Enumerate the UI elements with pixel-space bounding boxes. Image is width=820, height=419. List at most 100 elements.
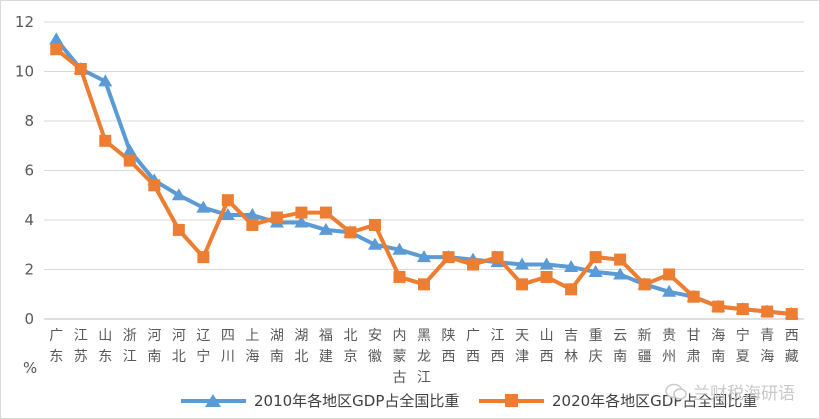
- watermark-text: 兰财税海研语: [693, 384, 795, 404]
- x-tick-label: 云南: [613, 328, 627, 365]
- data-point: [417, 250, 431, 263]
- x-tick-label: 湖北: [294, 328, 308, 365]
- data-point: [368, 218, 381, 231]
- data-point: [49, 32, 64, 45]
- x-tick-label: 湖南: [270, 328, 284, 365]
- data-point: [74, 63, 87, 76]
- series-layer: [49, 32, 799, 321]
- x-tick-label: 上海: [245, 328, 259, 365]
- x-tick-label: 山西: [540, 328, 554, 365]
- y-tick-label: 8: [24, 112, 34, 130]
- x-tick-label: 广东: [49, 328, 63, 365]
- x-tick-label: 江西: [491, 328, 505, 365]
- x-tick-label: 青海: [760, 328, 774, 365]
- data-point: [50, 43, 63, 56]
- y-axis-unit-label: %: [23, 359, 37, 377]
- data-point: [245, 208, 260, 221]
- y-tick-label: 12: [15, 13, 34, 31]
- gridlines: [44, 21, 804, 320]
- legend-label-2020: 2020年各地区GDP占全国比重: [552, 392, 757, 410]
- data-point: [294, 215, 309, 228]
- x-tick-label: 安徽: [368, 328, 382, 365]
- wechat-icon: [665, 383, 687, 400]
- legend-marker-2010: [205, 394, 221, 407]
- series-2020: [50, 43, 798, 321]
- legend-item-2010: 2010年各地区GDP占全国比重: [181, 392, 459, 410]
- data-point: [614, 253, 627, 266]
- data-point: [367, 237, 382, 250]
- data-point: [761, 305, 774, 318]
- data-point: [588, 264, 603, 277]
- data-point: [393, 270, 406, 283]
- data-point: [687, 290, 700, 303]
- x-tick-label: 河南: [147, 328, 161, 365]
- x-tick-label: 吉林: [564, 328, 578, 365]
- x-tick-label: 四川: [221, 328, 235, 365]
- data-point: [613, 267, 628, 280]
- x-tick-label: 黑龙江: [417, 328, 431, 386]
- data-point: [197, 251, 210, 264]
- x-tick-label: 北京: [343, 328, 357, 365]
- data-point: [516, 278, 529, 291]
- data-point: [540, 270, 553, 283]
- data-point: [662, 284, 677, 297]
- y-tick-label: 2: [24, 261, 34, 279]
- data-point: [220, 208, 235, 221]
- x-tick-label: 重庆: [589, 328, 603, 365]
- series-line: [54, 38, 792, 317]
- data-point: [736, 303, 749, 316]
- watermark: 兰财税海研语: [665, 379, 795, 404]
- data-point: [589, 251, 602, 264]
- data-point: [539, 257, 554, 270]
- x-tick-label: 福建: [319, 328, 333, 365]
- data-point: [392, 242, 407, 255]
- x-tick-label: 江苏: [74, 328, 88, 365]
- y-tick-label: 0: [24, 310, 34, 328]
- data-point: [221, 194, 234, 207]
- legend-marker-2020: [505, 394, 518, 407]
- x-axis-ticks: 广东江苏山东浙江河南河北辽宁四川上海湖南湖北福建北京安徽内蒙古黑龙江陕西广西江西…: [49, 327, 798, 386]
- data-point: [122, 143, 137, 156]
- data-point: [123, 154, 136, 167]
- x-tick-label: 内蒙古: [392, 328, 406, 386]
- x-tick-label: 宁夏: [736, 327, 750, 365]
- data-point: [319, 206, 332, 219]
- y-tick-label: 4: [24, 211, 34, 229]
- data-point: [638, 278, 651, 291]
- data-point: [418, 278, 430, 291]
- data-point: [98, 74, 113, 87]
- data-point: [270, 211, 283, 224]
- data-point: [196, 200, 211, 213]
- data-point: [148, 179, 161, 192]
- x-tick-label: 贵州: [662, 328, 676, 365]
- data-point: [491, 251, 504, 264]
- x-tick-label: 山东: [98, 328, 112, 365]
- data-point: [344, 226, 357, 239]
- x-tick-label: 浙江: [123, 328, 137, 365]
- data-point: [295, 206, 308, 219]
- data-point: [442, 251, 455, 264]
- y-axis-ticks: 0 2 4 6 8 10 12: [15, 13, 34, 328]
- data-point: [515, 257, 530, 270]
- x-tick-label: 新疆: [638, 328, 652, 365]
- data-point: [172, 223, 185, 236]
- data-point: [246, 218, 259, 231]
- data-point: [565, 283, 578, 296]
- series-line: [55, 47, 792, 317]
- x-tick-label: 辽宁: [196, 328, 210, 365]
- x-tick-label: 海南: [711, 328, 725, 365]
- legend-label-2010: 2010年各地区GDP占全国比重: [254, 392, 459, 410]
- y-tick-label: 6: [24, 162, 34, 180]
- y-tick-label: 10: [15, 63, 34, 81]
- data-point: [318, 222, 333, 235]
- data-point: [564, 260, 579, 273]
- data-point: [785, 308, 798, 321]
- legend: 2010年各地区GDP占全国比重 2020年各地区GDP占全国比重: [181, 392, 757, 410]
- data-point: [467, 258, 480, 271]
- data-point: [712, 300, 725, 313]
- x-tick-label: 广西: [466, 328, 480, 365]
- legend-item-2020: 2020年各地区GDP占全国比重: [479, 392, 757, 410]
- data-point: [663, 268, 676, 281]
